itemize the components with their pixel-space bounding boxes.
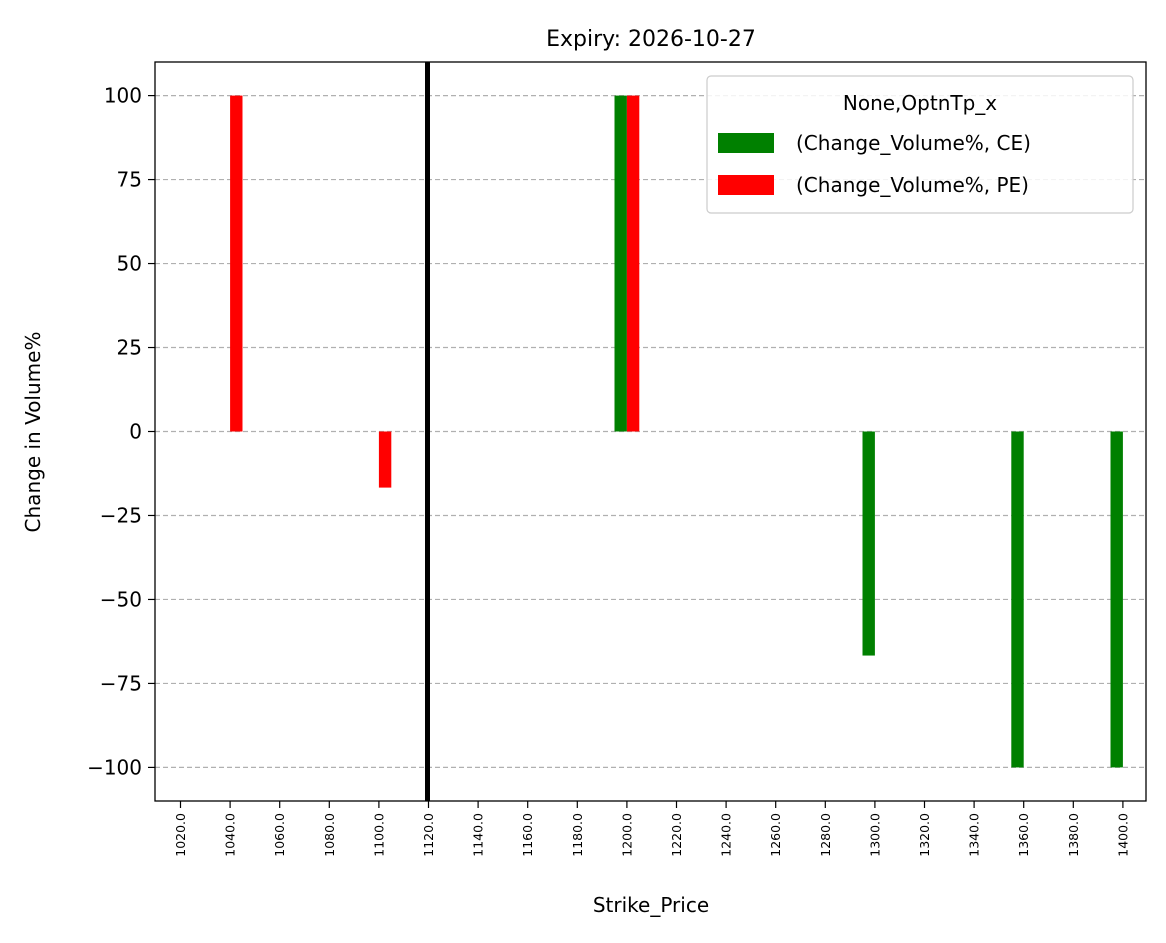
legend-title: None,OptnTp_x [843, 91, 997, 115]
x-tick-label: 1320.0 [917, 813, 932, 857]
legend: None,OptnTp_x (Change_Volume%, CE) (Chan… [706, 75, 1134, 214]
bar [1110, 431, 1123, 768]
x-tick-label: 1080.0 [322, 813, 337, 857]
x-tick-label: 1100.0 [371, 813, 386, 857]
bar [626, 95, 640, 432]
bar [1011, 431, 1024, 768]
y-tick-label: −100 [87, 755, 142, 779]
bars [230, 95, 1123, 768]
bar [230, 95, 243, 432]
x-tick-label: 1220.0 [669, 813, 684, 857]
y-tick-label: −25 [100, 503, 142, 527]
y-tick-label: 0 [129, 420, 142, 444]
chart-title: Expiry: 2026-10-27 [546, 27, 756, 52]
x-tick-label: 1400.0 [1115, 813, 1130, 857]
x-tick-label: 1300.0 [867, 813, 882, 857]
y-tick-label: 75 [117, 168, 142, 192]
x-tick-label: 1260.0 [768, 813, 783, 857]
x-tick-label: 1020.0 [173, 813, 188, 857]
y-tick-label: −75 [100, 671, 142, 695]
x-tick-label: 1380.0 [1066, 813, 1081, 857]
legend-swatch-pe [718, 175, 774, 195]
x-tick-label: 1200.0 [619, 813, 634, 857]
legend-label-pe: (Change_Volume%, PE) [796, 173, 1029, 197]
legend-box [706, 75, 1134, 214]
y-tick-label: 100 [104, 84, 142, 108]
y-tick-label: −50 [100, 587, 142, 611]
x-tick-label: 1280.0 [818, 813, 833, 857]
x-tick-label: 1040.0 [223, 813, 238, 857]
bar [614, 95, 627, 432]
legend-swatch-ce [718, 133, 774, 153]
bar [378, 431, 392, 488]
y-axis: −100 −75 −50 −25 0 25 50 75 100 [87, 84, 155, 779]
bar [862, 431, 875, 656]
x-tick-label: 1160.0 [520, 813, 535, 857]
y-tick-label: 25 [117, 336, 142, 360]
x-axis-label: Strike_Price [593, 893, 709, 917]
legend-label-ce: (Change_Volume%, CE) [796, 131, 1031, 155]
x-axis: 1020.0 1040.0 1060.0 1080.0 1100.0 1120.0 1140… [173, 801, 1130, 857]
x-tick-label: 1060.0 [272, 813, 287, 857]
y-tick-label: 50 [117, 252, 142, 276]
x-tick-label: 1240.0 [719, 813, 734, 857]
y-axis-label: Change in Volume% [21, 332, 45, 533]
x-tick-label: 1120.0 [421, 813, 436, 857]
x-tick-label: 1360.0 [1016, 813, 1031, 857]
x-tick-label: 1140.0 [471, 813, 486, 857]
x-tick-label: 1340.0 [967, 813, 982, 857]
x-tick-label: 1180.0 [570, 813, 585, 857]
